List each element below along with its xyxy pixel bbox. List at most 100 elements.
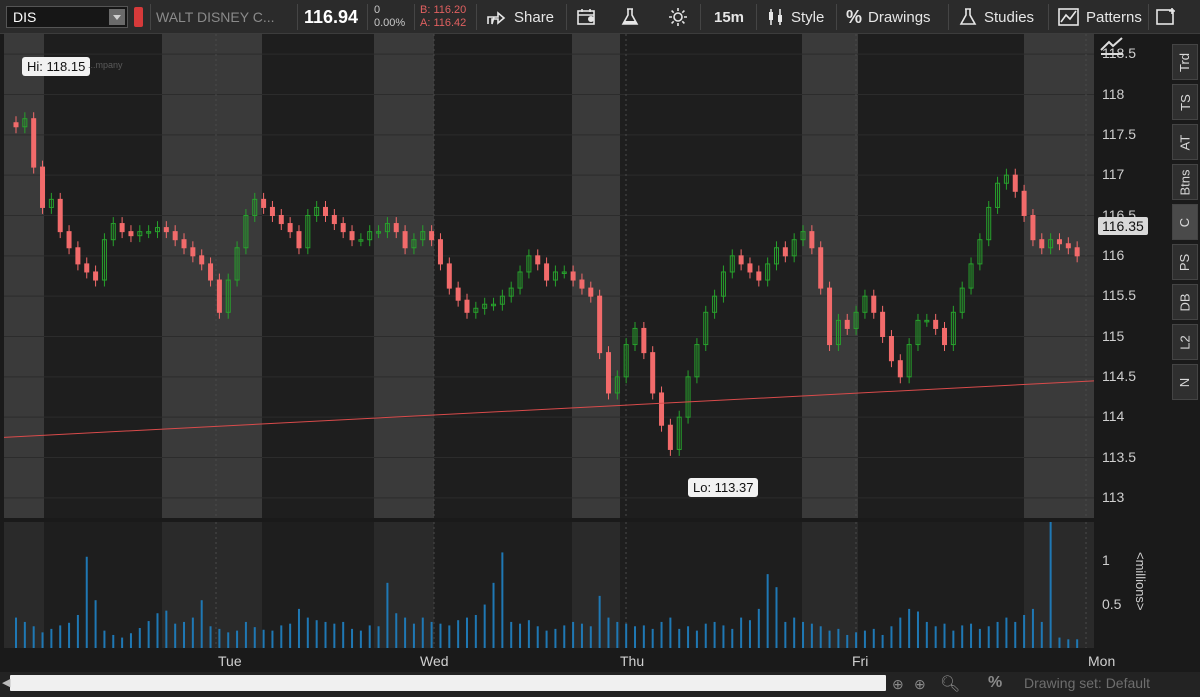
- candle-body: [544, 263, 550, 281]
- candle-body: [632, 327, 638, 346]
- candle-body: [411, 239, 417, 249]
- volume-bar: [642, 625, 645, 648]
- side-tab-label: DB: [1177, 292, 1193, 312]
- candle-body: [163, 227, 169, 233]
- volume-bar: [793, 617, 796, 648]
- side-tab-label: TS: [1177, 93, 1193, 111]
- volume-bar: [262, 629, 265, 648]
- drawings-button[interactable]: % Drawings: [846, 0, 931, 34]
- side-tab-ts[interactable]: TS: [1172, 84, 1198, 120]
- price-axis[interactable]: 113 113.5 114 114.5 115 115.5 116 116.5 117 117.5…: [1094, 34, 1170, 518]
- candle-body: [446, 263, 452, 289]
- candle-body: [570, 271, 576, 281]
- candle-body: [915, 319, 921, 346]
- extended-hours-band: [802, 522, 858, 648]
- side-tab-trd[interactable]: Trd: [1172, 44, 1198, 80]
- expand-icon[interactable]: [1098, 36, 1126, 56]
- candle-body: [234, 247, 240, 281]
- volume-bar: [748, 620, 751, 648]
- patterns-button[interactable]: Patterns: [1058, 0, 1142, 34]
- side-tab-label: Btns: [1177, 168, 1193, 196]
- side-tab-ps[interactable]: PS: [1172, 244, 1198, 280]
- volume-bar: [227, 632, 230, 648]
- alert-flag-icon[interactable]: [134, 7, 143, 27]
- price-tick-label: 117: [1102, 166, 1125, 183]
- volume-bar: [828, 630, 831, 648]
- time-tick-label: Fri: [852, 653, 869, 669]
- candle-body: [561, 271, 567, 274]
- side-tab-at[interactable]: AT: [1172, 124, 1198, 160]
- volume-bar: [85, 556, 88, 648]
- volume-bar: [386, 582, 389, 648]
- candle-body: [473, 307, 479, 313]
- extended-hours-band: [374, 34, 434, 518]
- side-tab-label: Trd: [1177, 52, 1193, 72]
- volume-bar: [616, 621, 619, 648]
- volume-bar: [554, 628, 557, 648]
- candle-body: [738, 255, 744, 265]
- zoom-in-icon[interactable]: ⊕: [892, 676, 904, 692]
- side-tab-db[interactable]: DB: [1172, 284, 1198, 320]
- price-chart[interactable]: [4, 34, 1094, 518]
- candle-body: [482, 303, 488, 309]
- candle-body: [623, 344, 629, 378]
- volume-bar: [1067, 639, 1070, 648]
- volume-bar: [333, 623, 336, 648]
- side-tab-n[interactable]: N: [1172, 364, 1198, 400]
- candle-body: [641, 327, 647, 354]
- candle-body: [199, 255, 205, 265]
- candle-body: [818, 247, 824, 289]
- settings-button[interactable]: [668, 0, 688, 34]
- alerts-button[interactable]: [576, 0, 598, 34]
- volume-unit-label: <millions>: [1133, 552, 1148, 611]
- candle-body: [800, 231, 806, 241]
- time-axis[interactable]: Tue Wed Thu Fri Mon: [4, 648, 1170, 672]
- volume-bar: [1023, 614, 1026, 648]
- style-button[interactable]: Style: [766, 0, 824, 34]
- price-tick-label: 117.5: [1102, 125, 1136, 142]
- side-tab-btns[interactable]: Btns: [1172, 164, 1198, 200]
- magnifier-icon[interactable]: 🔍︎: [940, 676, 961, 693]
- candle-body: [765, 263, 771, 281]
- candle-body: [181, 239, 187, 249]
- candle-body: [968, 263, 974, 289]
- drawing-set-selector[interactable]: Drawing set: Default: [1024, 675, 1151, 691]
- volume-bar: [775, 587, 778, 648]
- volume-bar: [297, 608, 300, 648]
- time-tick-label: Mon: [1088, 653, 1116, 669]
- volume-chart[interactable]: [4, 522, 1094, 648]
- candle-body: [464, 299, 470, 313]
- volume-bar: [598, 595, 601, 648]
- volume-bar: [580, 623, 583, 648]
- experiment-button[interactable]: [620, 0, 640, 34]
- candle-body: [959, 287, 965, 313]
- add-panel-button[interactable]: [1156, 0, 1178, 34]
- studies-button[interactable]: Studies: [958, 0, 1034, 34]
- volume-bar: [678, 628, 681, 648]
- side-tab-l2[interactable]: L2: [1172, 324, 1198, 360]
- side-tab-c[interactable]: C: [1172, 204, 1198, 240]
- volume-bar: [731, 628, 734, 648]
- toolbar-divider: [700, 4, 701, 30]
- candle-body: [712, 295, 718, 313]
- volume-bar: [306, 617, 309, 648]
- symbol-input[interactable]: DIS: [6, 6, 128, 28]
- candle-body: [314, 206, 320, 217]
- candle-body: [897, 360, 903, 378]
- current-price-tag: 116.35: [1098, 217, 1148, 235]
- candle-body: [827, 287, 833, 346]
- scroll-left-icon[interactable]: ◀: [2, 677, 11, 689]
- share-button[interactable]: Share: [486, 0, 554, 34]
- symbol-dropdown-icon[interactable]: [109, 9, 125, 25]
- extended-hours-band: [374, 522, 434, 648]
- ask-value: A: 116.42: [420, 17, 467, 29]
- volume-bar: [625, 623, 628, 648]
- drawings-percent-icon[interactable]: %: [988, 674, 1003, 691]
- volume-bar: [1031, 608, 1034, 648]
- candle-body: [508, 287, 514, 297]
- horizontal-scrollbar[interactable]: ◀: [2, 675, 886, 691]
- price-tick-label: 114.5: [1102, 367, 1136, 384]
- timeframe-selector[interactable]: 15m: [714, 8, 745, 26]
- crosshair-icon[interactable]: ⊕: [914, 676, 926, 692]
- volume-bar: [59, 625, 62, 648]
